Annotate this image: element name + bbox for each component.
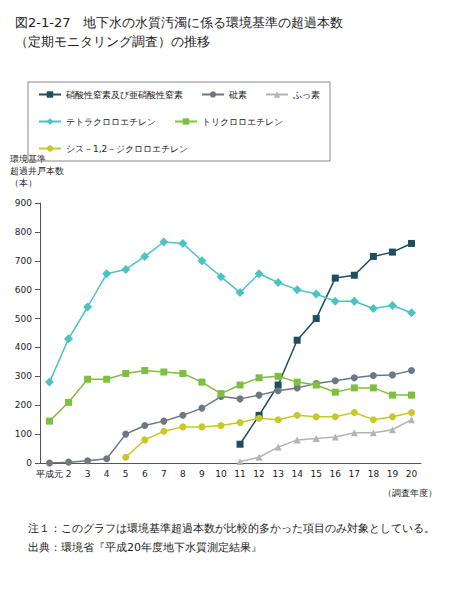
svg-text:図2-1-27 地下水の水質汚濁に係る環境基準の超過本数: 図2-1-27 地下水の水質汚濁に係る環境基準の超過本数 bbox=[15, 15, 343, 30]
svg-text:4: 4 bbox=[104, 469, 110, 479]
svg-text:9: 9 bbox=[199, 469, 205, 479]
svg-text:14: 14 bbox=[291, 469, 303, 479]
svg-text:トリクロロエチレン: トリクロロエチレン bbox=[202, 117, 283, 127]
svg-text:（調査年度）: （調査年度） bbox=[383, 488, 437, 498]
svg-text:5: 5 bbox=[123, 469, 129, 479]
svg-text:0: 0 bbox=[26, 458, 32, 468]
svg-text:600: 600 bbox=[15, 285, 32, 295]
svg-text:（定期モニタリング調査）の推移: （定期モニタリング調査）の推移 bbox=[15, 34, 210, 49]
svg-text:700: 700 bbox=[15, 256, 32, 266]
svg-text:17: 17 bbox=[349, 469, 360, 479]
svg-text:16: 16 bbox=[330, 469, 342, 479]
svg-text:7: 7 bbox=[161, 469, 167, 479]
svg-text:平成元: 平成元 bbox=[36, 469, 63, 479]
svg-text:11: 11 bbox=[234, 469, 245, 479]
svg-text:300: 300 bbox=[15, 371, 32, 381]
svg-text:18: 18 bbox=[368, 469, 380, 479]
svg-text:12: 12 bbox=[253, 469, 264, 479]
svg-text:シス－1,2－ジクロロエチレン: シス－1,2－ジクロロエチレン bbox=[66, 144, 188, 154]
svg-text:13: 13 bbox=[272, 469, 283, 479]
svg-text:200: 200 bbox=[15, 400, 32, 410]
svg-text:ふっ素: ふっ素 bbox=[292, 90, 320, 100]
svg-text:800: 800 bbox=[15, 227, 32, 237]
svg-text:超過井戸本数: 超過井戸本数 bbox=[10, 166, 64, 176]
svg-text:20: 20 bbox=[406, 469, 418, 479]
svg-text:400: 400 bbox=[15, 342, 32, 352]
svg-text:8: 8 bbox=[180, 469, 186, 479]
svg-text:テトラクロロエチレン: テトラクロロエチレン bbox=[66, 117, 156, 127]
html-text:注１：このグラフは環境基準超過本数が比較的多かった項目のみ対: 注１：このグラフは環境基準超過本数が比較的多かった項目のみ対象としている。 bbox=[28, 522, 435, 535]
svg-text:900: 900 bbox=[15, 198, 32, 208]
svg-text:100: 100 bbox=[15, 429, 32, 439]
svg-text:6: 6 bbox=[142, 469, 148, 479]
svg-text:2: 2 bbox=[66, 469, 72, 479]
html-text:出典：環境省『平成20年度地下水質測定結果』: 出典：環境省『平成20年度地下水質測定結果』 bbox=[28, 540, 262, 554]
svg-text:砒素: 砒素 bbox=[228, 90, 247, 100]
svg-text:10: 10 bbox=[215, 469, 227, 479]
svg-text:19: 19 bbox=[387, 469, 399, 479]
svg-text:500: 500 bbox=[15, 314, 32, 324]
svg-text:（本）: （本） bbox=[10, 178, 37, 188]
svg-text:硝酸性窒素及び亜硝酸性窒素: 硝酸性窒素及び亜硝酸性窒素 bbox=[65, 90, 183, 100]
svg-text:15: 15 bbox=[310, 469, 321, 479]
svg-text:3: 3 bbox=[85, 469, 91, 479]
